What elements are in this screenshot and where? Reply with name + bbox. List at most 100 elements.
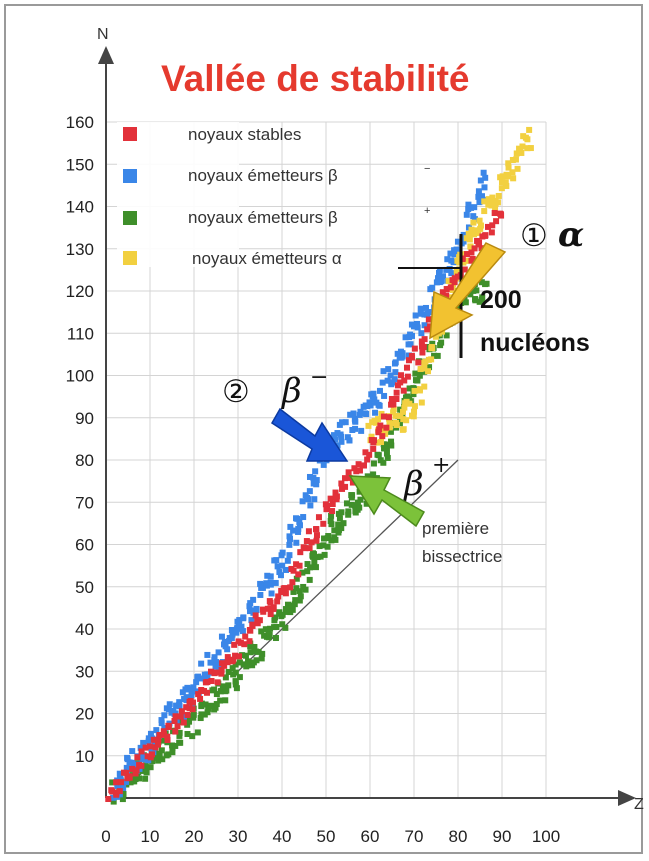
beta-minus-emitter-point (330, 432, 337, 439)
beta-minus-emitter-point (362, 410, 369, 417)
beta-plus-emitter-point (204, 709, 211, 716)
beta-minus-emitter-point (342, 419, 349, 426)
stable-nucleus-point (289, 579, 296, 586)
beta-plus-superscript: + (432, 453, 450, 478)
beta-minus-emitter-point (123, 778, 130, 785)
beta-minus-emitter-point (436, 266, 443, 273)
stable-nucleus-point (306, 545, 313, 552)
stable-nucleus-point (300, 544, 307, 551)
stable-nucleus-point (218, 660, 225, 667)
beta-minus-emitter-point (446, 266, 453, 273)
stable-nucleus-point (266, 598, 273, 605)
beta-plus-emitter-point (158, 747, 165, 754)
beta-plus-emitter-point (247, 649, 254, 656)
beta-plus-emitter-point (110, 798, 117, 805)
x-axis-ticks: 0 10 20 30 40 50 60 70 80 90 100 (101, 827, 560, 846)
beta-minus-emitter-point (306, 473, 313, 480)
beta-minus-emitter-point (407, 341, 414, 348)
stable-nucleus-point (288, 565, 295, 572)
stable-nucleus-point (332, 489, 339, 496)
beta-minus-emitter-point (331, 436, 338, 443)
beta-plus-emitter-point (336, 515, 343, 522)
beta-plus-emitter-point (232, 681, 239, 688)
beta-plus-emitter-point (299, 569, 306, 576)
beta-plus-emitter-point (461, 297, 468, 304)
beta-plus-emitter-point (259, 650, 266, 657)
beta-plus-emitter-point (473, 287, 480, 294)
stable-nucleus-point (320, 520, 327, 527)
alpha-emitter-point (492, 204, 499, 211)
beta-plus-emitter-point (302, 586, 309, 593)
beta-plus-emitter-point (470, 287, 477, 294)
beta-plus-emitter-point (438, 339, 445, 346)
x-tick-label: 80 (449, 827, 468, 846)
beta-plus-emitter-point (239, 652, 246, 659)
stable-nucleus-point (303, 538, 310, 545)
beta-plus-emitter-point (245, 658, 252, 665)
beta-minus-emitter-point (475, 193, 482, 200)
alpha-emitter-point (365, 422, 372, 429)
beta-minus-emitter-point (338, 438, 345, 445)
beta-plus-decay-arrow (348, 475, 426, 528)
stable-nucleus-point (345, 469, 352, 476)
beta-plus-emitter-point (370, 471, 377, 478)
nucleons-label: nucléons (480, 329, 590, 357)
beta-minus-emitter-point (350, 410, 357, 417)
alpha-emitter-point (397, 413, 404, 420)
alpha-emitter-point (467, 243, 474, 250)
beta-plus-emitter-point (233, 685, 240, 692)
beta-plus-emitter-point (290, 588, 297, 595)
beta-plus-emitter-point (242, 652, 249, 659)
beta-minus-emitter-point (286, 552, 293, 559)
stable-nucleus-point (150, 736, 157, 743)
beta-minus-emitter-point (381, 392, 388, 399)
stable-nucleus-point (366, 451, 373, 458)
beta-plus-emitter-point (472, 297, 479, 304)
beta-minus-emitter-point (344, 434, 351, 441)
beta-plus-emitter-point (217, 688, 224, 695)
stable-nucleus-point (383, 424, 390, 431)
stable-nucleus-point (218, 670, 225, 677)
beta-minus-emitter-point (239, 628, 246, 635)
alpha-emitter-point (527, 145, 534, 152)
legend-swatch-stable (123, 127, 137, 141)
beta-plus-emitter-point (127, 779, 134, 786)
stable-nucleus-point (393, 389, 400, 396)
beta-plus-emitter-point (321, 535, 328, 542)
stable-nucleus-point (172, 713, 179, 720)
alpha-emitter-point (456, 254, 463, 261)
beta-plus-emitter-point (284, 601, 291, 608)
beta-minus-emitter-point (287, 535, 294, 542)
beta-minus-emitter-point (480, 169, 487, 176)
beta-minus-emitter-point (250, 596, 257, 603)
alpha-emitter-point (516, 145, 523, 152)
beta-minus-emitter-point (408, 321, 415, 328)
beta-plus-emitter-point (211, 706, 218, 713)
stable-nucleus-point (256, 617, 263, 624)
beta-minus-emitter-point (293, 539, 300, 546)
beta-plus-emitter-point (476, 298, 483, 305)
stable-nucleus-point (164, 733, 171, 740)
beta-minus-emitter-point (268, 590, 275, 597)
stable-nucleus-point (246, 626, 253, 633)
x-axis-label: Z (634, 796, 644, 813)
stable-nucleus-point (195, 691, 202, 698)
beta-plus-emitter-point (186, 718, 193, 725)
stable-nucleus-point (154, 741, 161, 748)
beta-minus-emitter-point (295, 528, 302, 535)
beta-minus-emitter-point (471, 204, 478, 211)
beta-plus-emitter-point (205, 705, 212, 712)
beta-minus-emitter-point (357, 408, 364, 415)
beta-plus-emitter-point (343, 500, 350, 507)
beta-minus-emitter-point (438, 278, 445, 285)
beta-plus-emitter-point (165, 751, 172, 758)
stable-nucleus-point (235, 638, 242, 645)
alpha-emitter-point (403, 398, 410, 405)
stable-nucleus-point (380, 413, 387, 420)
stable-nucleus-point (362, 449, 369, 456)
beta-plus-emitter-point (159, 756, 166, 763)
beta-plus-emitter-point (149, 758, 156, 765)
beta-plus-emitter-point (198, 711, 205, 718)
alpha-emitter-point (476, 217, 483, 224)
alpha-emitter-point (460, 259, 467, 266)
